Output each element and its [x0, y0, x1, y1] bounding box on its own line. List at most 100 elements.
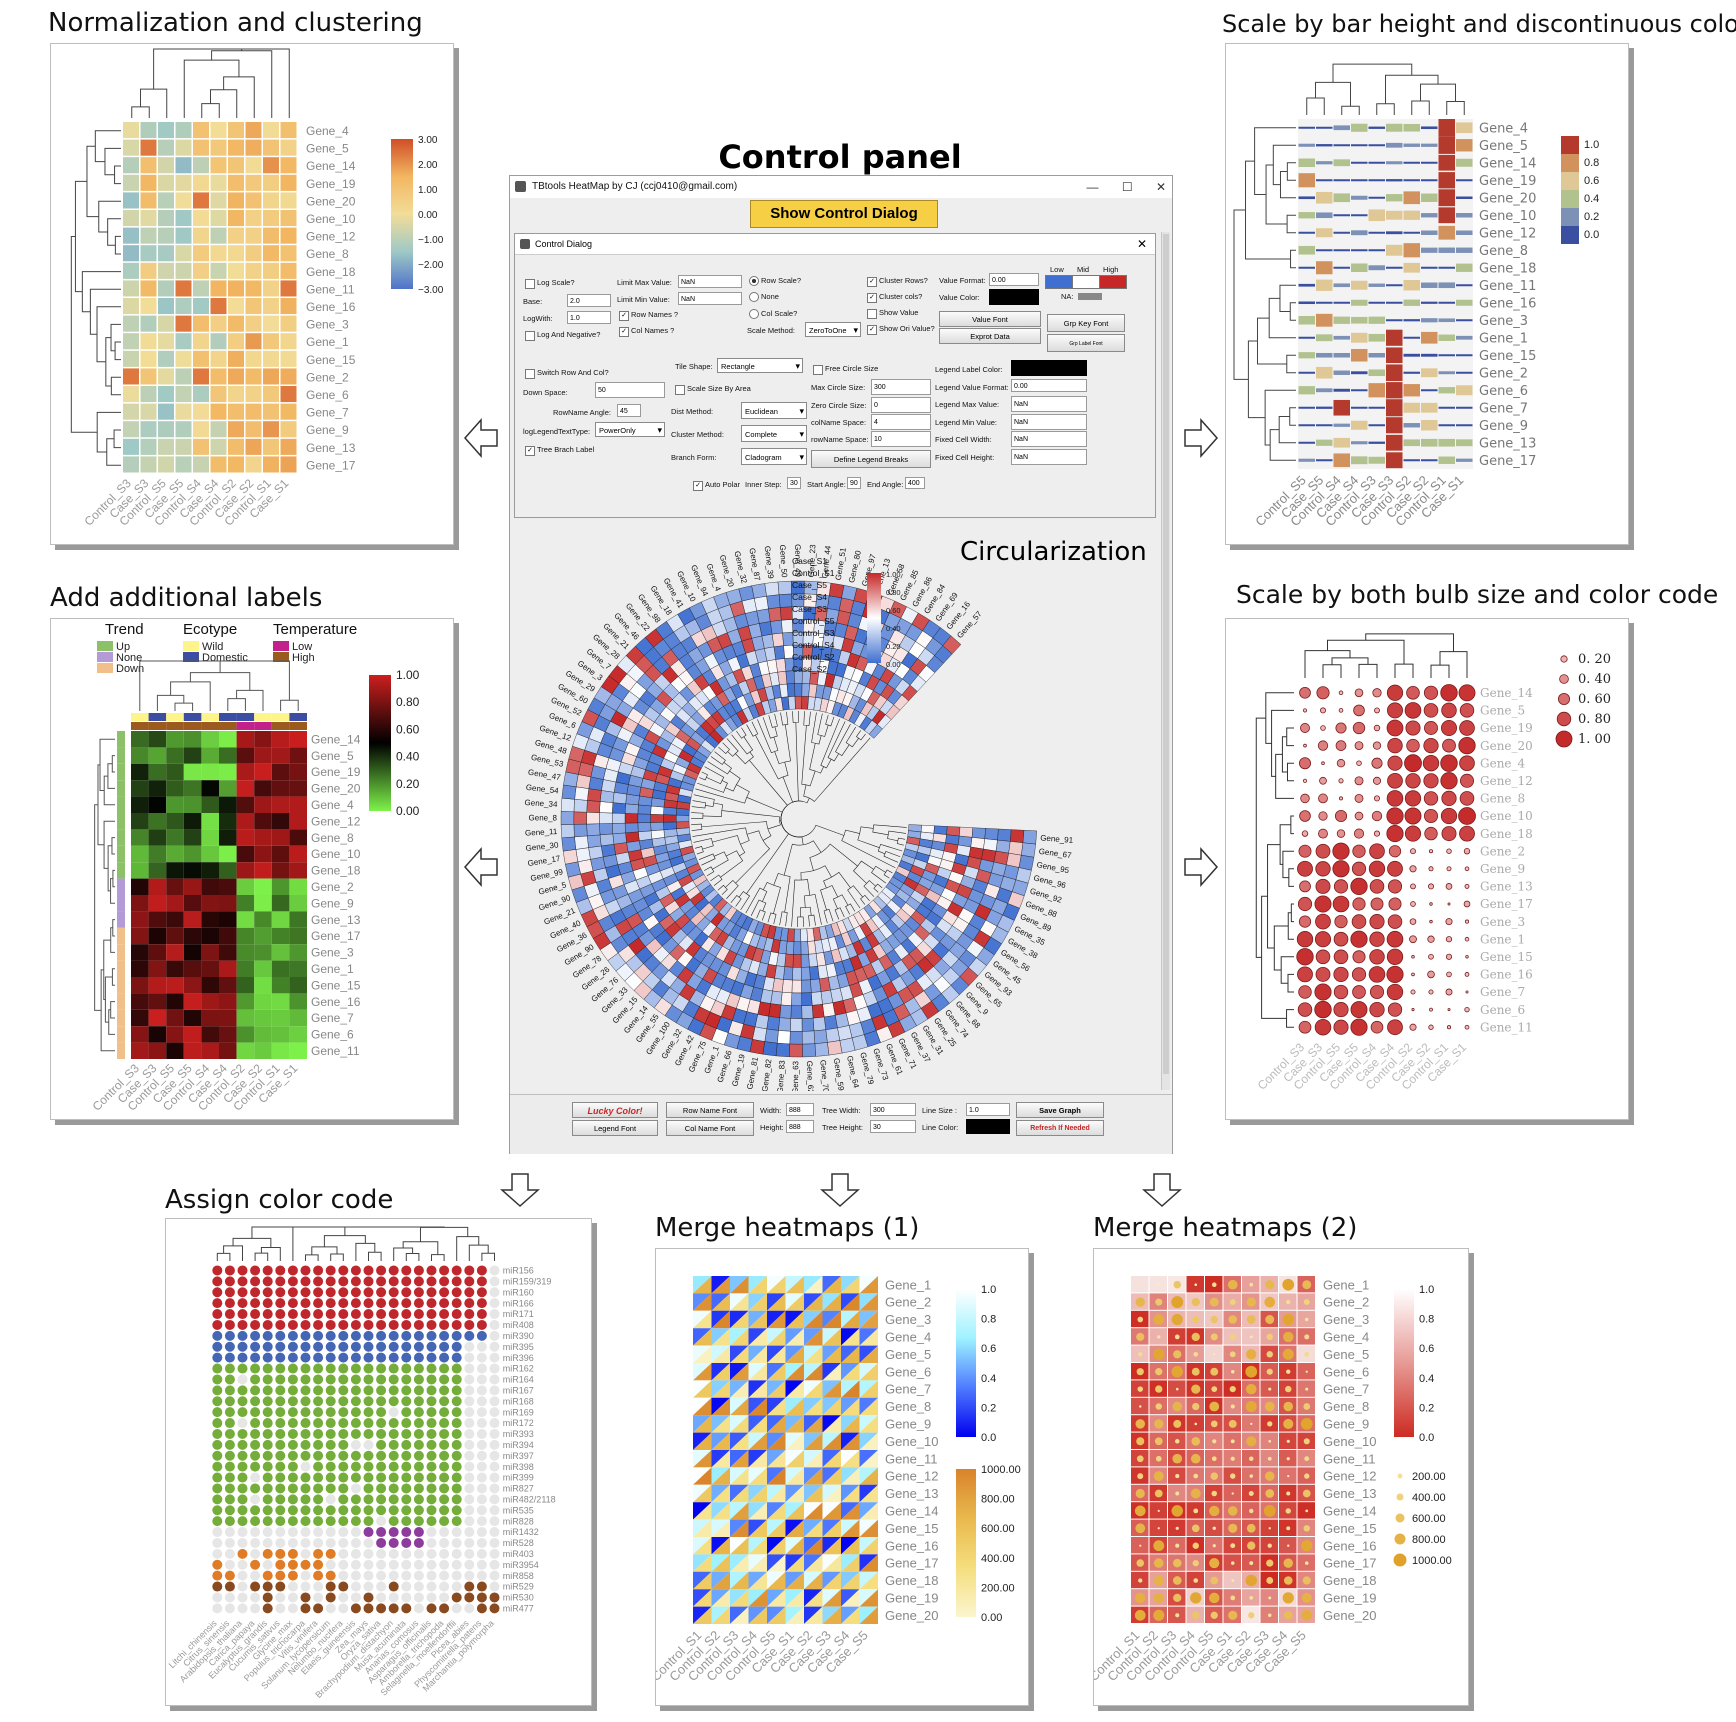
value-font-button[interactable]: Value Font: [939, 311, 1041, 327]
heatmap-bar: [1351, 161, 1368, 164]
lucky-color-button[interactable]: Lucky Color!: [572, 1102, 658, 1118]
scale-method-select[interactable]: ZeroToOne: [805, 322, 861, 338]
tree-height-input[interactable]: 30: [870, 1120, 916, 1133]
legend-value-format-input[interactable]: 0.00: [1011, 379, 1087, 392]
vertical-scrollbar[interactable]: [1161, 232, 1170, 1090]
scale-size-area-checkbox[interactable]: [675, 385, 685, 395]
maximize-button[interactable]: ☐: [1121, 180, 1133, 194]
gene-label: Gene_4: [885, 1329, 931, 1344]
base-input[interactable]: 2.0: [567, 294, 611, 307]
cluster-rows-checkbox[interactable]: ✓: [867, 277, 877, 287]
tree-width-input[interactable]: 300: [870, 1103, 916, 1116]
row-name-angle-input[interactable]: 45: [617, 404, 641, 417]
width-input[interactable]: 888: [786, 1103, 814, 1116]
mid-color-swatch[interactable]: [1072, 275, 1100, 289]
line-size-input[interactable]: 1.0: [966, 1103, 1010, 1116]
tree-brach-label-checkbox[interactable]: ✓: [525, 446, 535, 456]
logwith-input[interactable]: 1.0: [567, 311, 611, 324]
ecotype-annotation: [131, 713, 149, 721]
circular-cell: [663, 828, 678, 838]
bulb-cell: [1458, 684, 1476, 702]
colname-space-input[interactable]: 4: [871, 414, 931, 430]
log-legend-select[interactable]: PowerOnly: [595, 422, 665, 438]
heatmap-bar: [1316, 126, 1333, 129]
value-color-swatch[interactable]: [989, 289, 1039, 305]
ecotype-annotation: [201, 713, 219, 721]
save-graph-button[interactable]: Save Graph: [1016, 1102, 1104, 1118]
refresh-button[interactable]: Refresh If Needed: [1016, 1120, 1104, 1136]
end-angle-input[interactable]: 400: [905, 477, 925, 489]
minimize-button[interactable]: —: [1086, 180, 1099, 194]
species-dot: [313, 1505, 324, 1516]
start-angle-input[interactable]: 90: [847, 477, 861, 489]
legend-label-color-swatch[interactable]: [1011, 360, 1087, 376]
heatmap-bar: [1316, 459, 1333, 462]
show-ori-value-checkbox[interactable]: ✓: [867, 325, 877, 335]
scrollbar-thumb[interactable]: [1163, 234, 1169, 1074]
value-format-input[interactable]: 0.00: [989, 273, 1039, 286]
show-control-dialog-button[interactable]: Show Control Dialog: [750, 200, 938, 228]
title-normalization: Normalization and clustering: [48, 8, 423, 38]
merge-triangle-upper: [804, 1554, 823, 1572]
legend-font-button[interactable]: Legend Font: [572, 1120, 658, 1136]
row-name-font-button[interactable]: Row Name Font: [666, 1102, 754, 1118]
legend-circular-label: 0.40: [886, 624, 901, 633]
mirna-label: miR164: [503, 1375, 534, 1385]
row-scale-radio[interactable]: [749, 276, 759, 286]
dendrogram-branch: [104, 147, 121, 176]
log-scale-checkbox[interactable]: [525, 279, 535, 289]
species-dot: [464, 1363, 475, 1374]
height-input[interactable]: 888: [786, 1120, 814, 1133]
tile-shape-select[interactable]: Rectangle: [717, 358, 803, 374]
branch-form-select[interactable]: Cladogram: [741, 448, 807, 466]
heatmap-cell: [140, 298, 157, 315]
log-legend-label: logLegendTextType:: [523, 427, 591, 436]
switch-row-col-checkbox[interactable]: [525, 369, 535, 379]
na-color-swatch[interactable]: [1078, 293, 1102, 300]
heatmap-cell: [245, 438, 262, 455]
species-dot: [300, 1570, 311, 1581]
col-name-font-button[interactable]: Col Name Font: [666, 1120, 754, 1136]
grp-key-font-button[interactable]: Grp Key Font: [1047, 314, 1125, 332]
species-dot: [413, 1385, 424, 1396]
limit-max-input[interactable]: NaN: [678, 275, 742, 288]
close-button[interactable]: ✕: [1155, 180, 1166, 194]
circular-cell: [586, 823, 601, 837]
panel-merge-2: Gene_1 Gene_2 Gene_3 Gene_4 Gene_5 Gene_6 Gene…: [1093, 1248, 1469, 1706]
export-data-button[interactable]: Exprot Data: [939, 328, 1041, 344]
rowname-space-input[interactable]: 10: [871, 431, 931, 447]
fixed-height-input[interactable]: NaN: [1011, 449, 1087, 465]
dialog-close-button[interactable]: ✕: [1136, 237, 1147, 251]
species-dot: [212, 1396, 223, 1407]
cluster-cols-checkbox[interactable]: ✓: [867, 293, 877, 303]
inner-step-input[interactable]: 30: [787, 477, 801, 489]
log-negative-checkbox[interactable]: [525, 331, 535, 341]
gene-label: Gene_9: [311, 896, 354, 910]
define-legend-breaks-button[interactable]: Define Legend Breaks: [811, 450, 931, 468]
grp-label-font-button[interactable]: Grp Label Font: [1047, 334, 1125, 352]
show-value-checkbox[interactable]: [867, 309, 877, 319]
col-scale-radio[interactable]: [749, 309, 759, 319]
legend-max-input[interactable]: NaN: [1011, 396, 1087, 412]
cluster-method-select[interactable]: Complete: [741, 425, 807, 443]
none-radio[interactable]: [749, 292, 759, 302]
dendrogram-branch: [110, 376, 121, 396]
low-color-swatch[interactable]: [1045, 275, 1073, 289]
line-color-swatch[interactable]: [966, 1119, 1010, 1134]
col-names-checkbox[interactable]: ✓: [619, 327, 629, 337]
fixed-width-input[interactable]: NaN: [1011, 431, 1087, 447]
species-dot: [464, 1265, 475, 1276]
zero-circle-input[interactable]: 0: [871, 397, 931, 413]
down-space-input[interactable]: 50: [595, 382, 665, 398]
high-color-swatch[interactable]: [1099, 275, 1127, 289]
limit-min-input[interactable]: NaN: [678, 292, 742, 305]
legend-min-input[interactable]: NaN: [1011, 414, 1087, 430]
max-circle-input[interactable]: 300: [871, 379, 931, 395]
row-names-checkbox[interactable]: ✓: [619, 311, 629, 321]
heatmap-cell: [245, 315, 262, 332]
dist-method-select[interactable]: Euclidean: [741, 402, 807, 420]
auto-polar-checkbox[interactable]: ✓: [693, 481, 703, 491]
free-circle-checkbox[interactable]: [813, 365, 823, 375]
dendrogram-branch: [1261, 895, 1287, 1019]
bulb-cell: [1411, 1008, 1415, 1012]
